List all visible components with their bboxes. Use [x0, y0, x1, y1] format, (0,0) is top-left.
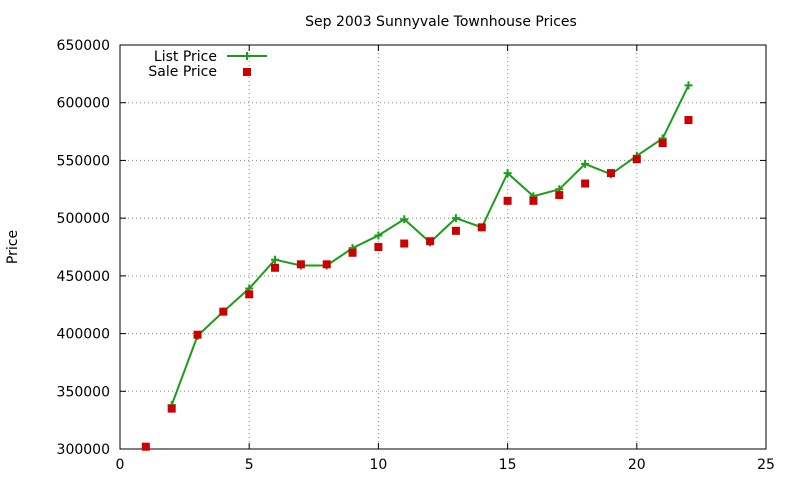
sale-price-point [529, 196, 538, 205]
y-tick-label: 500000 [57, 211, 110, 227]
sale-price-point [503, 196, 512, 205]
y-tick-label: 550000 [57, 153, 110, 169]
y-tick-label: 400000 [57, 327, 110, 343]
x-tick-label: 20 [628, 457, 646, 473]
y-tick-label: 300000 [57, 442, 110, 458]
sale-price-point [555, 191, 564, 200]
x-tick-label: 15 [499, 457, 517, 473]
list-price-point [451, 214, 460, 223]
y-axis-label: Price [5, 230, 21, 264]
list-price-point [581, 159, 590, 168]
sale-price-point [400, 239, 409, 248]
x-tick-label: 25 [757, 457, 775, 473]
sale-price-point [245, 290, 254, 299]
list-price-point [684, 81, 693, 90]
legend-swatch-list-price-marker [243, 52, 251, 60]
chart-title: Sep 2003 Sunnyvale Townhouse Prices [305, 14, 577, 30]
sale-price-point [348, 248, 357, 257]
sale-price-point [451, 226, 460, 235]
y-tick-label: 350000 [57, 384, 110, 400]
x-tick-label: 0 [116, 457, 125, 473]
y-tick-label: 600000 [57, 96, 110, 112]
legend-swatch-sale-price [243, 68, 251, 76]
legend-label-list-price: List Price [154, 49, 217, 65]
sale-price-point [606, 169, 615, 178]
sale-price-point [322, 260, 331, 269]
sale-price-point [658, 139, 667, 148]
sale-price-point [167, 404, 176, 413]
sale-price-point [374, 243, 383, 251]
list-price-point [374, 231, 383, 240]
sale-price-point [141, 442, 150, 451]
sale-price-point [296, 260, 305, 269]
plot-frame [119, 44, 767, 450]
y-tick-label: 450000 [57, 269, 110, 285]
list-price-point [271, 255, 280, 264]
sale-price-point [581, 179, 590, 188]
sale-price-point [684, 116, 693, 125]
sale-price-point [271, 263, 280, 272]
sale-price-point [632, 155, 641, 164]
sale-price-point [426, 237, 435, 246]
y-tick-label: 650000 [57, 38, 110, 54]
legend-label-sale-price: Sale Price [148, 64, 217, 80]
list-price-point [400, 215, 409, 224]
sale-price-point [477, 223, 486, 232]
x-tick-label: 10 [369, 457, 387, 473]
sale-price-point [193, 330, 202, 339]
list-price-point [503, 169, 512, 178]
x-tick-label: 5 [245, 457, 254, 473]
sale-price-point [219, 307, 228, 316]
